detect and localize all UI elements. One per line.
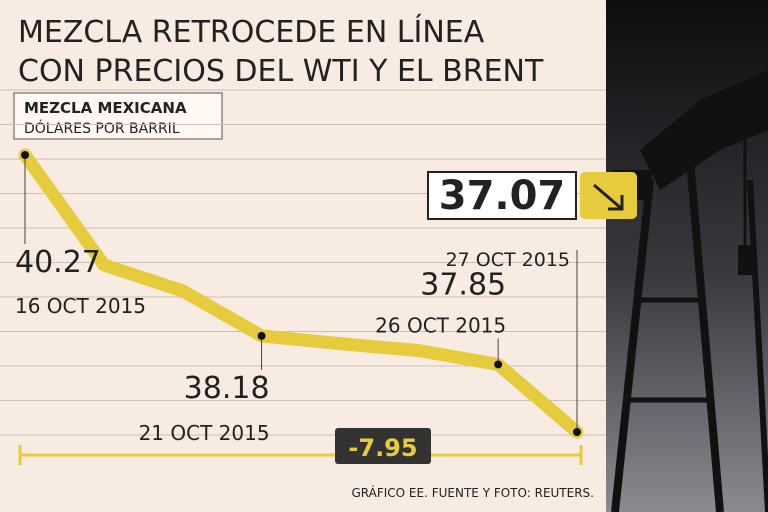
value-label: 37.85 — [420, 267, 506, 302]
chart-title: MEZCLA RETROCEDE EN LÍNEA — [18, 14, 485, 50]
value-box — [427, 171, 577, 220]
point — [257, 331, 266, 340]
source: GRÁFICO EE. FUENTE Y FOTO: REUTERS. — [351, 485, 594, 500]
unit-label: DÓLARES POR BARRIL — [24, 119, 180, 137]
legend-box — [13, 92, 223, 140]
value-label: 40.27 — [15, 245, 101, 280]
x-tick-label: 16 OCT 2015 — [15, 294, 146, 318]
x-tick-label: 27 OCT 2015 — [446, 249, 570, 271]
series-label: MEZCLA MEXICANA — [24, 99, 187, 117]
pumpjack-silhouette — [611, 70, 768, 512]
change-label: -7.95 — [348, 434, 417, 462]
x-tick-label: 21 OCT 2015 — [139, 421, 270, 445]
change-box — [335, 428, 431, 464]
value-label: 37.07 — [439, 173, 566, 219]
point — [494, 360, 503, 369]
chart-title: CON PRECIOS DEL WTI Y EL BRENT — [18, 54, 544, 89]
x-tick-label: 26 OCT 2015 — [375, 313, 506, 337]
value-label: 38.18 — [184, 371, 270, 406]
point — [21, 151, 29, 159]
down-arrow — [593, 183, 624, 211]
line — [18, 148, 584, 439]
point — [573, 428, 581, 436]
